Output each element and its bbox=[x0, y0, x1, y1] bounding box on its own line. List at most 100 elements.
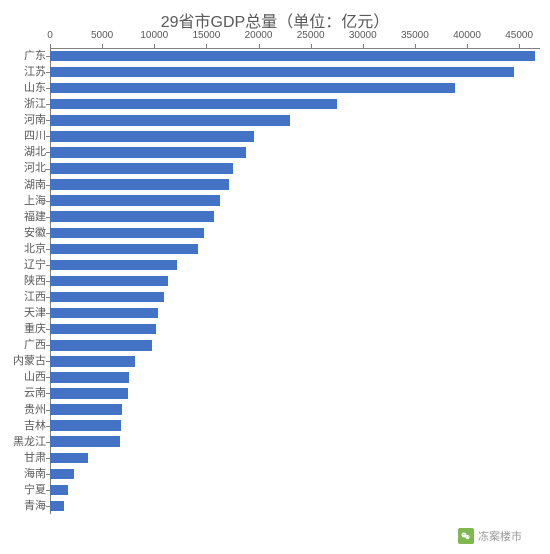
x-tick-label: 0 bbox=[47, 30, 53, 41]
x-tick-label: 10000 bbox=[140, 30, 168, 41]
bar-row: 江西 bbox=[50, 289, 540, 305]
bar-row: 河北 bbox=[50, 160, 540, 176]
gdp-bar-chart: 29省市GDP总量（单位：亿元） 05000100001500020000250… bbox=[0, 0, 550, 554]
bar-row: 宁夏 bbox=[50, 482, 540, 498]
bar-row: 重庆 bbox=[50, 321, 540, 337]
bar-row: 上海 bbox=[50, 193, 540, 209]
bar bbox=[50, 292, 164, 302]
bar-row: 河南 bbox=[50, 112, 540, 128]
bar-row: 辽宁 bbox=[50, 257, 540, 273]
x-tick-label: 5000 bbox=[91, 30, 113, 41]
bar bbox=[50, 195, 220, 205]
y-category-label: 内蒙古 bbox=[0, 353, 50, 369]
bar-row: 天津 bbox=[50, 305, 540, 321]
y-category-label: 辽宁 bbox=[0, 257, 50, 273]
bar bbox=[50, 324, 156, 334]
bar-row: 浙江 bbox=[50, 96, 540, 112]
bar bbox=[50, 131, 254, 141]
y-category-label: 安徽 bbox=[0, 225, 50, 241]
y-category-label: 天津 bbox=[0, 305, 50, 321]
bar bbox=[50, 404, 122, 414]
bar bbox=[50, 501, 64, 511]
bar bbox=[50, 356, 135, 366]
x-tick-label: 20000 bbox=[245, 30, 273, 41]
bar-row: 青海 bbox=[50, 498, 540, 514]
bar bbox=[50, 67, 514, 77]
plot-area: 广东江苏山东浙江河南四川湖北河北湖南上海福建安徽北京辽宁陕西江西天津重庆广西内蒙… bbox=[50, 48, 540, 514]
y-category-label: 青海 bbox=[0, 498, 50, 514]
bar-row: 黑龙江 bbox=[50, 434, 540, 450]
bar-row: 广东 bbox=[50, 48, 540, 64]
y-category-label: 江苏 bbox=[0, 64, 50, 80]
y-category-label: 湖北 bbox=[0, 144, 50, 160]
x-tick-label: 45000 bbox=[505, 30, 533, 41]
watermark-text: 冻案楼市 bbox=[478, 528, 522, 544]
y-category-label: 湖南 bbox=[0, 177, 50, 193]
bar bbox=[50, 453, 88, 463]
y-category-label: 宁夏 bbox=[0, 482, 50, 498]
bar bbox=[50, 163, 233, 173]
bar bbox=[50, 276, 168, 286]
y-category-label: 江西 bbox=[0, 289, 50, 305]
bar-row: 江苏 bbox=[50, 64, 540, 80]
bar bbox=[50, 340, 152, 350]
bar-row: 内蒙古 bbox=[50, 353, 540, 369]
bar bbox=[50, 469, 74, 479]
bar bbox=[50, 372, 129, 382]
bar-row: 湖北 bbox=[50, 144, 540, 160]
y-category-label: 河南 bbox=[0, 112, 50, 128]
bar bbox=[50, 99, 337, 109]
bar bbox=[50, 436, 120, 446]
y-category-label: 山东 bbox=[0, 80, 50, 96]
bar-row: 云南 bbox=[50, 385, 540, 401]
bar-row: 四川 bbox=[50, 128, 540, 144]
y-category-label: 北京 bbox=[0, 241, 50, 257]
bar bbox=[50, 115, 290, 125]
bar-row: 福建 bbox=[50, 209, 540, 225]
y-category-label: 黑龙江 bbox=[0, 434, 50, 450]
y-category-label: 山西 bbox=[0, 369, 50, 385]
bar-row: 安徽 bbox=[50, 225, 540, 241]
bar bbox=[50, 211, 214, 221]
y-category-label: 福建 bbox=[0, 209, 50, 225]
bar bbox=[50, 51, 535, 61]
bar-row: 吉林 bbox=[50, 418, 540, 434]
wechat-icon bbox=[458, 528, 474, 544]
y-category-label: 四川 bbox=[0, 128, 50, 144]
bar-row: 陕西 bbox=[50, 273, 540, 289]
y-category-label: 重庆 bbox=[0, 321, 50, 337]
x-tick-label: 15000 bbox=[192, 30, 220, 41]
y-category-label: 浙江 bbox=[0, 96, 50, 112]
watermark: 冻案楼市 bbox=[458, 528, 522, 544]
x-tick-label: 30000 bbox=[349, 30, 377, 41]
bar-row: 甘肃 bbox=[50, 450, 540, 466]
y-category-label: 云南 bbox=[0, 385, 50, 401]
bar bbox=[50, 260, 177, 270]
y-category-label: 海南 bbox=[0, 466, 50, 482]
bar bbox=[50, 147, 246, 157]
bar-row: 山西 bbox=[50, 369, 540, 385]
bar bbox=[50, 228, 204, 238]
y-category-label: 上海 bbox=[0, 193, 50, 209]
bar bbox=[50, 308, 158, 318]
bar-row: 山东 bbox=[50, 80, 540, 96]
x-tick-label: 25000 bbox=[297, 30, 325, 41]
bar-row: 贵州 bbox=[50, 402, 540, 418]
y-category-label: 河北 bbox=[0, 160, 50, 176]
y-category-label: 贵州 bbox=[0, 402, 50, 418]
y-category-label: 陕西 bbox=[0, 273, 50, 289]
bar bbox=[50, 83, 455, 93]
bar bbox=[50, 420, 121, 430]
y-category-label: 甘肃 bbox=[0, 450, 50, 466]
bar bbox=[50, 179, 229, 189]
y-category-label: 广西 bbox=[0, 337, 50, 353]
bar bbox=[50, 244, 198, 254]
x-tick-label: 40000 bbox=[453, 30, 481, 41]
x-axis: 0 5000 10000 15000 20000 25000 30000 35000 40000… bbox=[50, 30, 540, 48]
bar-row: 海南 bbox=[50, 466, 540, 482]
bar-row: 北京 bbox=[50, 241, 540, 257]
bar bbox=[50, 388, 128, 398]
bar-row: 湖南 bbox=[50, 177, 540, 193]
bar bbox=[50, 485, 68, 495]
x-tick-label: 35000 bbox=[401, 30, 429, 41]
